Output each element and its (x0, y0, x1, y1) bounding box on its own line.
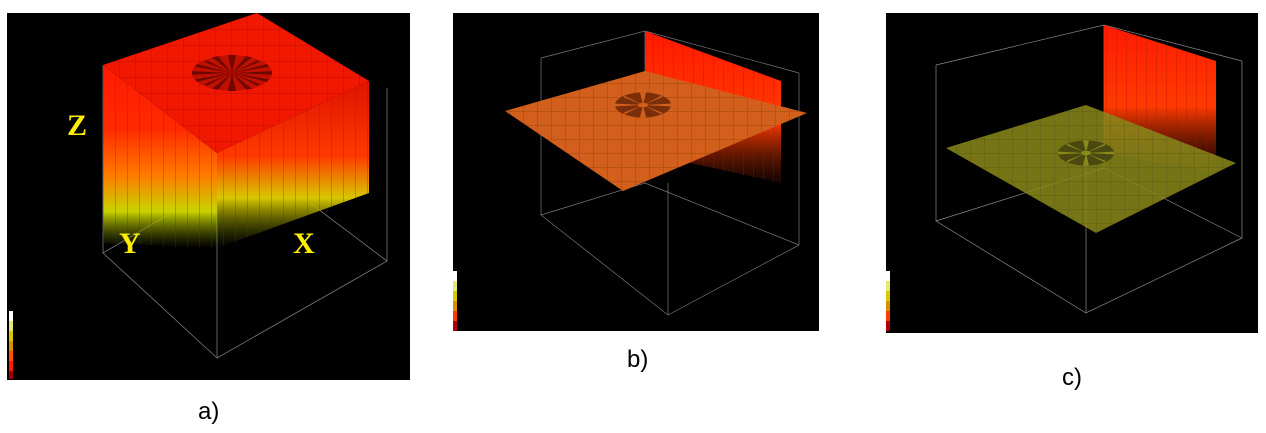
caption-b: b) (627, 346, 649, 373)
panel-a-image: Z Y X (9, 13, 388, 379)
color-scale-bar (453, 271, 457, 331)
caption-a: a) (198, 398, 220, 425)
color-scale-bar (886, 271, 890, 331)
siemens-star-pattern (192, 55, 272, 91)
siemens-star-pattern (1058, 140, 1114, 166)
panel-a-volume-render: Z Y X (7, 13, 410, 380)
siemens-star-pattern (615, 92, 671, 118)
panel-b-volume-render (453, 13, 819, 331)
axis-label-x: X (293, 227, 315, 260)
axis-label-z: Z (67, 109, 87, 142)
panel-b-image (453, 30, 807, 331)
color-scale-bar (9, 311, 13, 379)
panel-c-volume-render (886, 13, 1258, 333)
panel-c-image (886, 24, 1243, 331)
axis-label-y: Y (119, 227, 141, 260)
caption-c: c) (1062, 364, 1082, 391)
